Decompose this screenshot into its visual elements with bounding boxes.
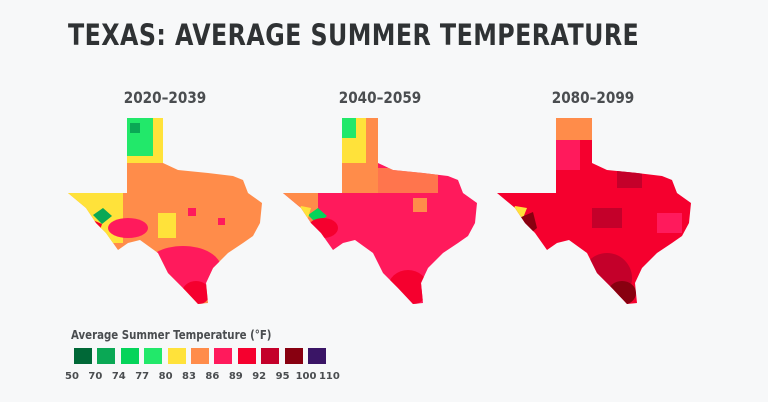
legend-label: 77 <box>135 371 150 382</box>
legend-swatch <box>214 348 233 364</box>
legend-label: 70 <box>88 371 103 382</box>
legend-swatch <box>74 348 92 364</box>
legend-swatch <box>237 348 256 364</box>
legend-label: 50 <box>65 371 79 382</box>
legend-swatch <box>167 348 186 364</box>
legend-label: 100 <box>295 371 317 382</box>
legend-title: Average Summer Temperature (°F) <box>71 328 272 342</box>
legend-swatch <box>97 348 116 364</box>
legend-label: 89 <box>228 371 243 382</box>
map-title-2040: 2040–2059 <box>338 88 422 107</box>
legend-swatch <box>261 348 280 364</box>
legend-label: 110 <box>318 371 340 382</box>
texas-map-2080-2099 <box>497 118 691 304</box>
texas-map-2040-2059 <box>283 118 477 304</box>
legend-swatch <box>144 348 163 364</box>
legend-swatch <box>191 348 209 364</box>
legend-label: 80 <box>158 371 173 382</box>
legend-swatch <box>284 348 303 364</box>
legend-swatch <box>120 348 139 364</box>
legend-label: 92 <box>252 371 267 382</box>
texas-map-2020-2039 <box>68 118 262 304</box>
map-title-2020: 2020–2039 <box>123 88 207 107</box>
legend-label: 95 <box>275 371 290 382</box>
map-title-2080: 2080–2099 <box>551 88 635 107</box>
legend-label: 83 <box>182 371 196 382</box>
legend-label: 74 <box>111 371 126 382</box>
legend-label: 86 <box>205 371 220 382</box>
page-title: TEXAS: AVERAGE SUMMER TEMPERATURE <box>68 18 640 52</box>
legend-swatch <box>308 348 326 364</box>
